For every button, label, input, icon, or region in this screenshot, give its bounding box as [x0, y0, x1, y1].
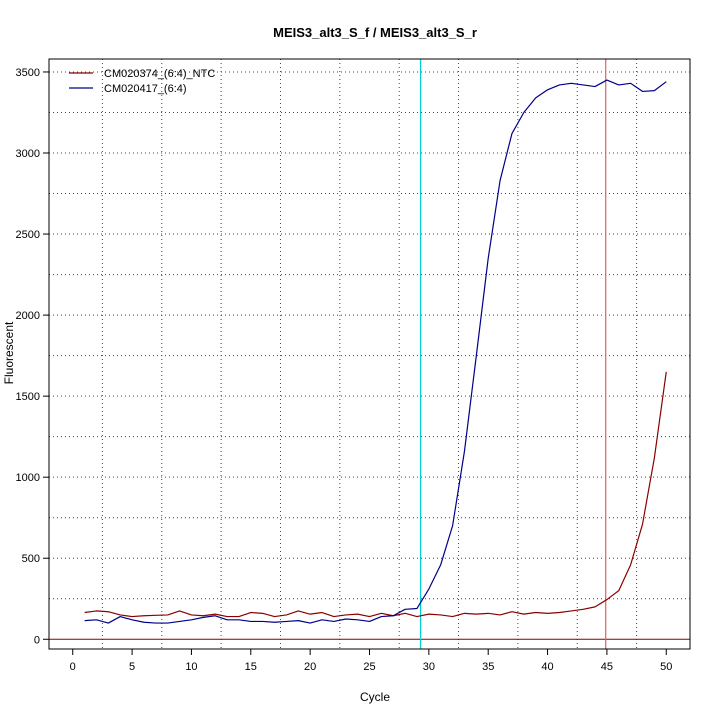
- x-tick-label-1: 5: [129, 661, 135, 673]
- y-tick-label-5: 2500: [16, 229, 40, 241]
- series-line-1: [84, 79, 667, 624]
- x-tick-label-7: 35: [482, 661, 494, 673]
- x-tick-label-9: 45: [601, 661, 613, 673]
- x-tick-label-0: 0: [70, 661, 76, 673]
- y-tick-label-2: 1000: [16, 472, 40, 484]
- x-axis-label: Cycle: [360, 690, 390, 704]
- x-tick-label-3: 15: [245, 661, 257, 673]
- chart-title: MEIS3_alt3_S_f / MEIS3_alt3_S_r: [273, 25, 477, 40]
- legend-label-1: CM020417_(6:4): [104, 83, 187, 95]
- vertical-marker-lines: [49, 59, 690, 649]
- x-tick-label-5: 25: [363, 661, 375, 673]
- x-tick-label-4: 20: [304, 661, 316, 673]
- grid-layer: [49, 59, 690, 649]
- series-layer: [84, 79, 667, 624]
- legend-label-0: CM020374_(6:4)_NTC: [104, 68, 215, 80]
- y-tick-label-3: 1500: [16, 391, 40, 403]
- plot-frame: [48, 58, 691, 650]
- y-tick-label-0: 0: [34, 634, 40, 646]
- y-axis-label: Fluorescent: [2, 321, 16, 384]
- series-line-0: [84, 371, 667, 618]
- x-tick-label-8: 40: [541, 661, 553, 673]
- x-tick-label-6: 30: [423, 661, 435, 673]
- y-tick-label-7: 3500: [16, 67, 40, 79]
- y-tick-label-6: 3000: [16, 148, 40, 160]
- x-tick-label-10: 50: [660, 661, 672, 673]
- y-tick-label-4: 2000: [16, 310, 40, 322]
- y-tick-label-1: 500: [22, 553, 40, 565]
- legend: CM020374_(6:4)_NTC CM020417_(6:4): [69, 68, 215, 95]
- axis-layer: 0 5 10 15 20 25 30 35 40 45 5005001000150020002500…: [16, 67, 673, 673]
- x-tick-label-2: 10: [185, 661, 197, 673]
